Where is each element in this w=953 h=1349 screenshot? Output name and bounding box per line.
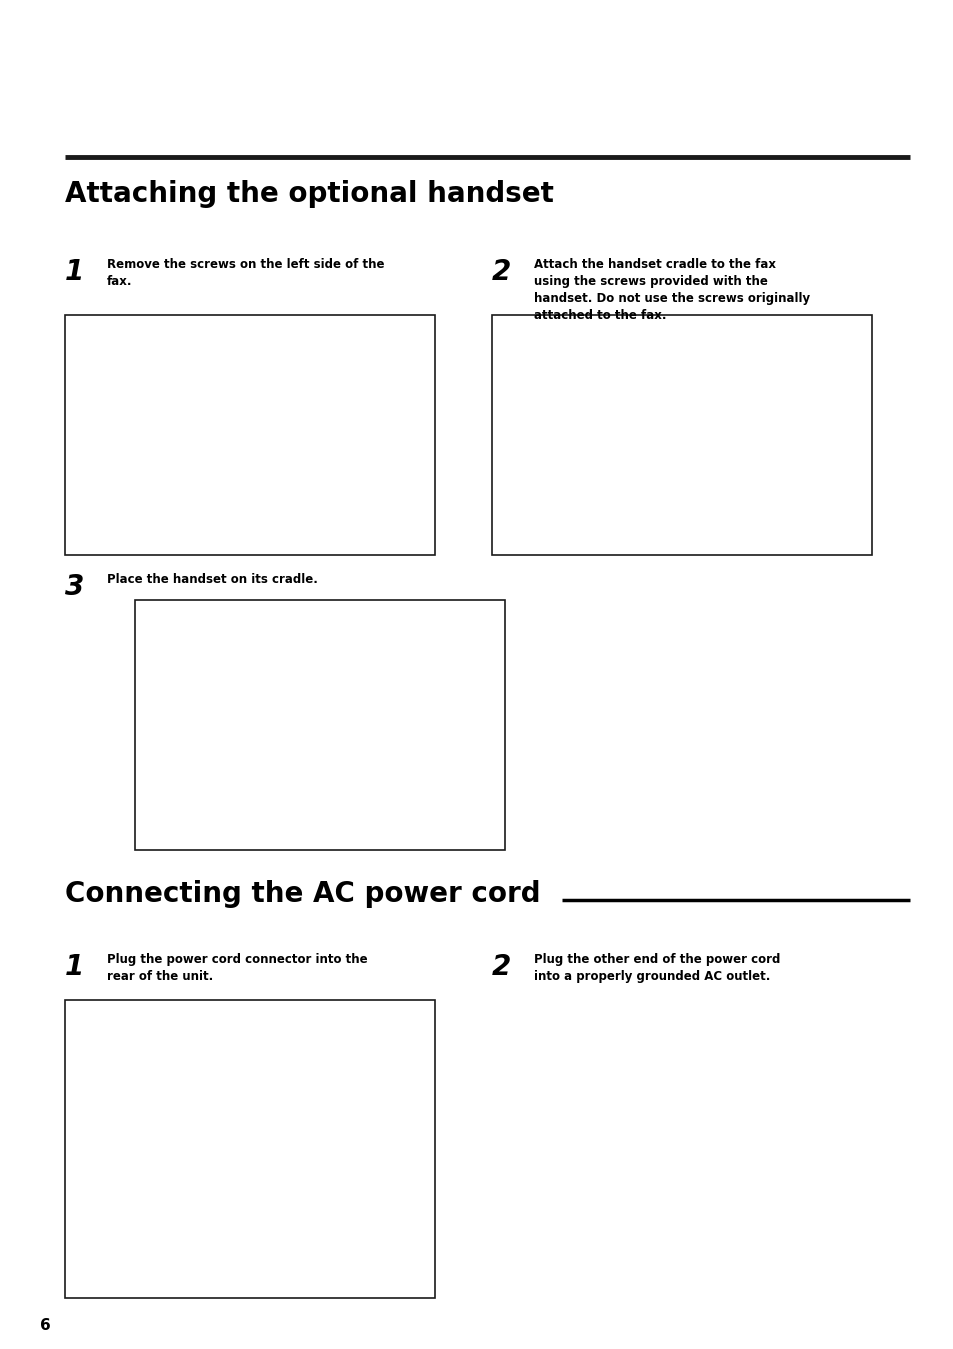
Text: 1: 1 — [65, 258, 84, 286]
Bar — [65, 1000, 435, 1298]
Text: Connecting the AC power cord: Connecting the AC power cord — [65, 880, 540, 908]
Bar — [65, 316, 435, 554]
Text: Attaching the optional handset: Attaching the optional handset — [65, 179, 554, 208]
Text: Plug the other end of the power cord
into a properly grounded AC outlet.: Plug the other end of the power cord int… — [534, 952, 780, 983]
Text: 2: 2 — [492, 952, 511, 981]
Text: 3: 3 — [65, 573, 84, 602]
Text: Plug the power cord connector into the
rear of the unit.: Plug the power cord connector into the r… — [107, 952, 367, 983]
Text: Place the handset on its cradle.: Place the handset on its cradle. — [107, 573, 317, 585]
Bar — [492, 316, 871, 554]
Text: 1: 1 — [65, 952, 84, 981]
Bar — [135, 600, 504, 850]
Text: Remove the screws on the left side of the
fax.: Remove the screws on the left side of th… — [107, 258, 384, 287]
Text: 2: 2 — [492, 258, 511, 286]
Text: Attach the handset cradle to the fax
using the screws provided with the
handset.: Attach the handset cradle to the fax usi… — [534, 258, 809, 322]
Text: 6: 6 — [40, 1318, 51, 1333]
